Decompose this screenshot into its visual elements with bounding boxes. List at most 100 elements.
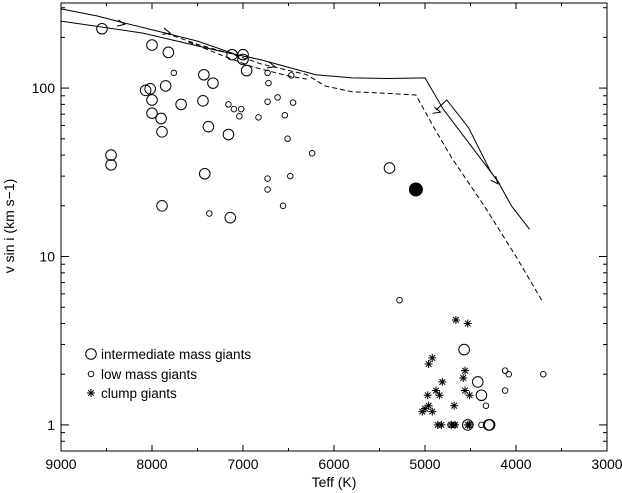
legend-label: low mass giants	[101, 367, 197, 382]
small-circle-point	[281, 111, 289, 119]
small-circle-point	[264, 186, 271, 193]
asterisk-point	[463, 319, 472, 328]
track-solid-curve	[60, 8, 235, 55]
large-circle-point	[237, 48, 249, 61]
small-circle-point	[264, 98, 271, 105]
small-circle-point	[264, 69, 271, 77]
track-arrowhead	[432, 106, 442, 114]
small-circle-point	[287, 72, 295, 79]
track-arrowhead	[266, 61, 277, 69]
large-circle-point	[144, 83, 156, 95]
legend: intermediate mass giants low mass giants c…	[85, 347, 251, 401]
large-circle-point	[156, 199, 168, 212]
large-circle-point	[155, 112, 167, 125]
large-circle-point	[202, 120, 215, 133]
x-tick-label: 6000	[318, 456, 349, 472]
small-circle-point	[284, 135, 291, 143]
small-circle-point	[478, 421, 485, 429]
asterisk-point	[438, 377, 447, 386]
y-tick-label: 100	[32, 80, 56, 96]
y-tick-label: 10	[39, 248, 55, 264]
filled-circle-point	[408, 182, 423, 197]
ticks-layer: 9000 8000 7000 6000 5000 4000 3000 1 10 100	[32, 3, 622, 472]
small-circle-point	[225, 101, 232, 108]
large-circle-point	[458, 343, 470, 356]
large-circle-point	[198, 167, 211, 180]
small-circle-point	[501, 367, 509, 374]
track-solid-curve	[60, 20, 530, 230]
y-axis-label: v sin i (km s−1)	[1, 179, 17, 274]
asterisk-point	[428, 407, 437, 416]
large-circle-point	[96, 22, 108, 35]
large-circle-point	[198, 68, 210, 81]
track-dashed-curve	[188, 41, 307, 80]
large-circle-point	[175, 98, 187, 111]
asterisk-point	[421, 404, 429, 413]
asterisk-point	[431, 386, 440, 395]
large-circle-point	[207, 77, 219, 89]
large-circle-point	[471, 376, 484, 388]
large-circle-point	[139, 84, 152, 97]
large-circle-point	[162, 46, 175, 59]
large-circle-point	[159, 80, 172, 92]
large-circle-point	[483, 419, 496, 431]
asterisk-point	[465, 391, 474, 400]
large-circle-point	[146, 107, 158, 119]
small-circle-point	[396, 296, 403, 304]
asterisk-point	[459, 373, 468, 382]
large-circle-point	[146, 39, 158, 51]
asterisk-point	[463, 420, 472, 429]
x-tick-label: 7000	[227, 456, 258, 472]
legend-marker-large-circle	[85, 348, 97, 360]
x-axis-label: Teff (K)	[312, 474, 357, 490]
small-circle-point	[287, 172, 294, 180]
track-arrowhead	[490, 175, 499, 185]
asterisk-point	[424, 359, 433, 368]
small-circle-point	[540, 370, 547, 378]
asterisk-point	[424, 401, 433, 410]
plot-frame	[60, 2, 608, 452]
asterisk-point	[437, 420, 446, 429]
small-circle-point	[501, 387, 509, 394]
small-circle-point	[264, 175, 271, 182]
y-tick-label: 1	[47, 417, 55, 433]
x-tick-label: 8000	[136, 456, 167, 472]
asterisk-point	[428, 353, 437, 362]
asterisk-point	[451, 420, 460, 429]
track-arrowhead	[162, 27, 172, 35]
large-circle-point	[383, 162, 396, 174]
asterisk-point	[461, 386, 470, 395]
asterisk-point	[418, 407, 427, 416]
large-circle-point	[482, 419, 495, 431]
track-dashed-curve	[165, 32, 544, 304]
asterisk-point	[451, 315, 460, 324]
x-tick-label: 4000	[500, 456, 531, 472]
large-circle-point	[240, 64, 253, 77]
track-solid-curve	[435, 99, 501, 185]
large-circle-point	[105, 149, 117, 161]
asterisk-point	[435, 391, 444, 400]
curves-layer	[60, 8, 544, 304]
large-circle-point	[197, 95, 209, 107]
large-circle-point	[475, 389, 488, 402]
small-circle-point	[505, 370, 512, 378]
asterisk-point	[423, 391, 432, 400]
large-circle-point	[105, 159, 117, 171]
legend-label: intermediate mass giants	[101, 347, 251, 362]
small-circle-point	[265, 79, 272, 87]
large-circle-point	[146, 94, 158, 106]
small-circle-point	[308, 150, 316, 157]
asterisk-point	[450, 401, 459, 410]
small-circle-point	[237, 105, 245, 113]
large-circle-point	[156, 126, 168, 138]
small-circle-point	[206, 210, 213, 217]
legend-label: clump giants	[101, 386, 177, 401]
small-circle-point	[236, 113, 243, 120]
track-arrowhead	[116, 19, 126, 27]
x-tick-label: 3000	[591, 456, 622, 472]
small-circle-point	[170, 69, 178, 77]
points-layer	[96, 22, 547, 431]
small-circle-point	[255, 114, 262, 121]
small-circle-point	[274, 94, 281, 101]
